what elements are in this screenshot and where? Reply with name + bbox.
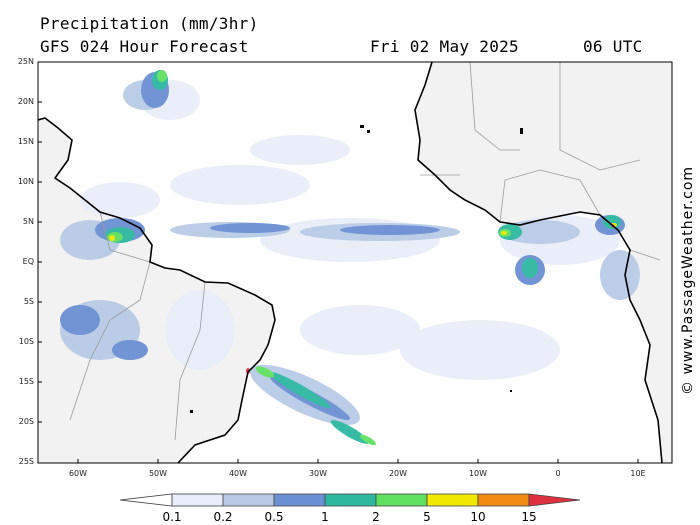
- colorbar-label: 1: [321, 510, 329, 524]
- lat-label: 5N: [22, 217, 34, 226]
- lon-label: 40W: [228, 469, 248, 478]
- colorbar: [119, 493, 581, 507]
- lat-label: 10S: [18, 337, 34, 346]
- colorbar-bin: [426, 493, 479, 507]
- map-frame: [37, 61, 673, 464]
- lon-label: 10E: [630, 469, 646, 478]
- country-borders: [69, 62, 661, 441]
- credit-text: © www.PassageWeather.com: [680, 165, 696, 395]
- lon-label: 60W: [68, 469, 88, 478]
- colorbar-label: 0.5: [264, 510, 284, 524]
- colorbar-bin: [324, 493, 377, 507]
- colorbar-label: 10: [470, 510, 486, 524]
- colorbar-bin: [375, 493, 428, 507]
- colorbar-label: 2: [372, 510, 380, 524]
- lat-label: 25S: [18, 457, 34, 466]
- lat-label: EQ: [22, 257, 34, 266]
- lon-label: 10W: [468, 469, 488, 478]
- lon-label: 0: [555, 469, 561, 478]
- islands: [190, 125, 523, 413]
- colorbar-low-arrow: [119, 493, 173, 507]
- header-title: Precipitation (mm/3hr): [40, 14, 259, 33]
- header-time: 06 UTC: [583, 37, 643, 56]
- colorbar-bin: [171, 493, 224, 507]
- colorbar-label: 0.1: [162, 510, 182, 524]
- lat-label: 15N: [17, 137, 34, 146]
- colorbar-high-arrow: [528, 493, 581, 507]
- colorbar-label: 5: [423, 510, 431, 524]
- precip-layer: [60, 70, 640, 446]
- africa-land: [415, 62, 672, 463]
- colorbar-label: 15: [521, 510, 537, 524]
- lon-label: 30W: [308, 469, 328, 478]
- coastlines: [38, 62, 663, 463]
- lon-label: 50W: [148, 469, 168, 478]
- south-america-land: [38, 118, 275, 463]
- lon-label: 20W: [388, 469, 408, 478]
- lat-label: 15S: [18, 377, 34, 386]
- colorbar-label: 0.2: [213, 510, 233, 524]
- grid-ticks: [38, 62, 639, 463]
- lat-label: 25N: [17, 57, 34, 66]
- lat-label: 20N: [17, 97, 34, 106]
- header-date: Fri 02 May 2025: [370, 37, 519, 56]
- lat-label: 10N: [17, 177, 34, 186]
- lat-label: 5S: [23, 297, 34, 306]
- colorbar-bin: [273, 493, 326, 507]
- header-subtitle: GFS 024 Hour Forecast: [40, 37, 249, 56]
- colorbar-bin: [477, 493, 530, 507]
- colorbar-bin: [222, 493, 275, 507]
- lat-label: 20S: [18, 417, 34, 426]
